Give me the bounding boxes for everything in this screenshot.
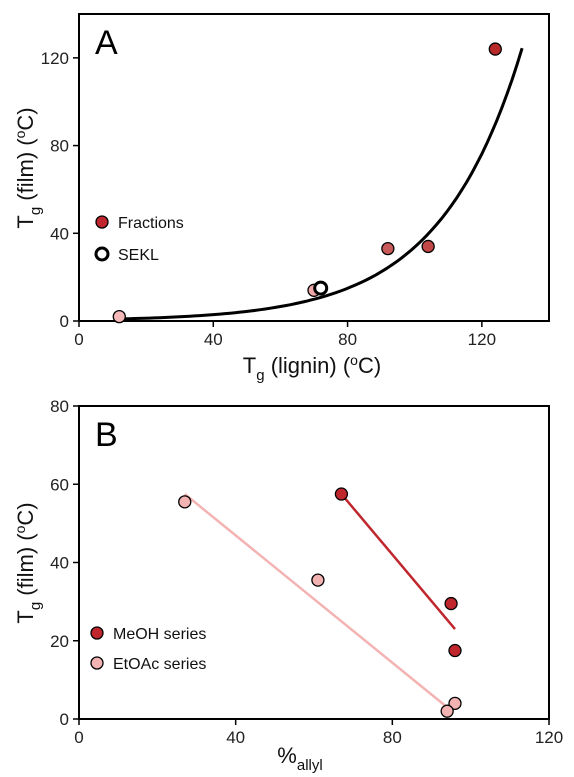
x-tick-label: 80 (383, 728, 402, 747)
y-tick-label: 120 (41, 49, 69, 68)
data-point (448, 696, 462, 710)
x-axis-label: %allyl (277, 743, 322, 774)
legend-label: SEKL (118, 247, 159, 264)
legend-marker (90, 626, 104, 640)
x-tick-label: 120 (535, 728, 563, 747)
x-tick-label: 40 (204, 330, 223, 349)
data-point (488, 42, 502, 56)
legend-marker (95, 215, 109, 229)
x-tick-label: 40 (226, 728, 245, 747)
fit-line (340, 493, 456, 630)
legend-label: MeOH series (113, 626, 206, 643)
fit-curve (119, 47, 524, 321)
y-axis-label: Tg (film) (oC) (12, 107, 44, 228)
data-point (444, 596, 458, 611)
y-axis-label: Tg (film) (oC) (12, 502, 44, 623)
y-tick-label: 0 (60, 312, 69, 331)
data-point (448, 643, 462, 658)
data-point (313, 280, 329, 296)
y-tick-label: 40 (50, 224, 69, 243)
data-point (334, 487, 349, 501)
x-tick-label: 120 (468, 330, 496, 349)
y-tick-label: 20 (50, 632, 69, 651)
panel-label: B (95, 416, 118, 454)
x-tick-label: 80 (338, 330, 357, 349)
fit-line (183, 493, 448, 709)
data-point (381, 241, 395, 256)
legend-marker (94, 246, 110, 262)
legend-label: EtOAc series (113, 656, 206, 673)
data-point (112, 309, 126, 324)
legend-label: Fractions (118, 215, 184, 232)
chart-panel-B: 0 40 80 120 0 20 40 60 80 B %allyl Tg (film) (oC) Me… (12, 397, 563, 774)
plot-frame (78, 13, 550, 322)
x-tick-label: 0 (74, 728, 83, 747)
panel-label: A (95, 24, 118, 62)
data-point (421, 239, 435, 254)
data-point (178, 495, 192, 509)
y-tick-label: 80 (50, 397, 69, 416)
y-tick-label: 40 (50, 554, 69, 573)
legend-marker (90, 656, 104, 670)
x-tick-label: 0 (74, 330, 83, 349)
data-point (440, 704, 454, 718)
data-point (311, 573, 325, 587)
y-tick-label: 60 (50, 475, 69, 494)
x-axis-label: Tg (lignin) (oC) (243, 352, 381, 384)
y-tick-label: 80 (50, 137, 69, 156)
y-tick-label: 0 (60, 710, 69, 729)
chart-panel-A: 0 40 80 120 0 40 80 120 A Tg (lignin) (oC) Tg (fil… (12, 13, 550, 384)
